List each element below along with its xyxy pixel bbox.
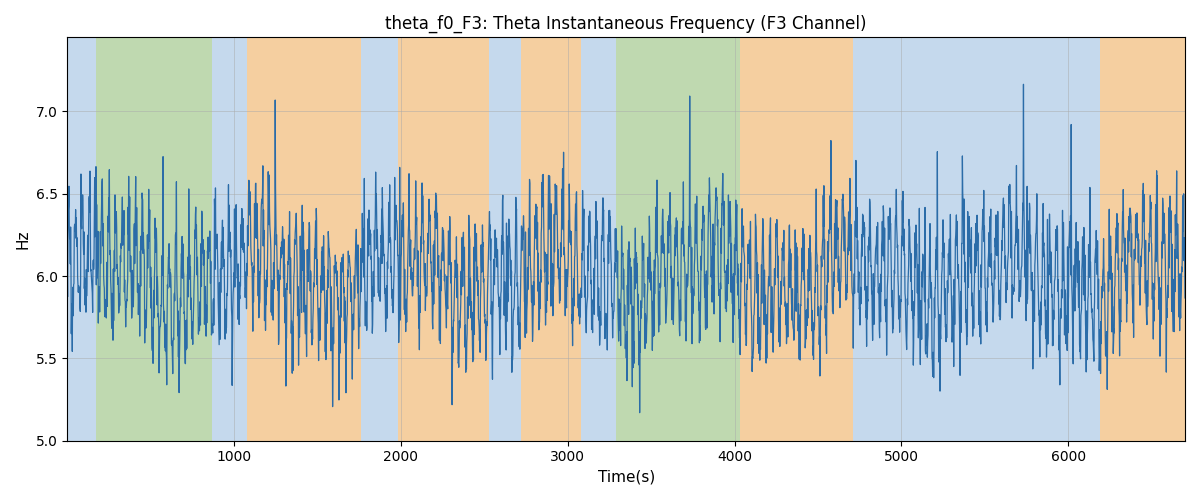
X-axis label: Time(s): Time(s): [598, 470, 655, 485]
Bar: [67, 38, 96, 440]
Bar: [853, 38, 874, 440]
Bar: [1100, 38, 1186, 440]
Bar: [581, 38, 616, 440]
Y-axis label: Hz: Hz: [16, 230, 30, 249]
Bar: [739, 38, 853, 440]
Bar: [96, 38, 212, 440]
Bar: [212, 38, 247, 440]
Bar: [247, 38, 361, 440]
Bar: [361, 38, 397, 440]
Bar: [616, 38, 739, 440]
Bar: [397, 38, 490, 440]
Bar: [521, 38, 581, 440]
Bar: [490, 38, 521, 440]
Title: theta_f0_F3: Theta Instantaneous Frequency (F3 Channel): theta_f0_F3: Theta Instantaneous Frequen…: [385, 15, 866, 34]
Bar: [874, 38, 1100, 440]
